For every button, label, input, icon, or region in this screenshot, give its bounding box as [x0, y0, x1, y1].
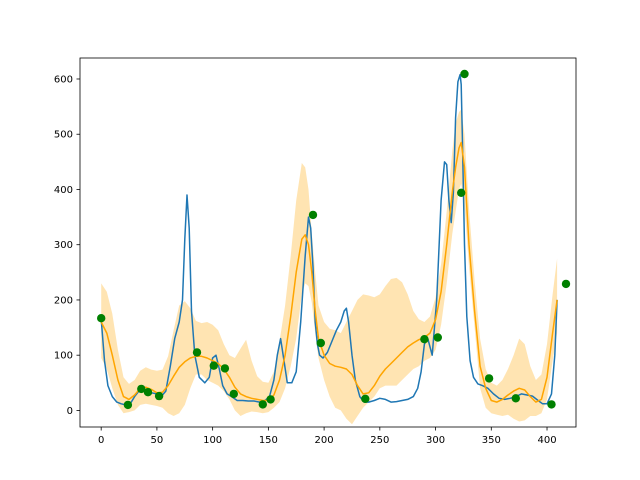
x-tick-label: 250	[370, 435, 389, 446]
data-point	[457, 188, 466, 197]
data-point	[460, 69, 469, 79]
x-tick-label: 200	[315, 435, 334, 446]
data-point	[433, 333, 442, 342]
x-tick-label: 100	[203, 435, 222, 446]
data-point	[220, 364, 230, 373]
data-point	[154, 391, 164, 401]
series-line-1	[100, 141, 558, 403]
data-point	[123, 400, 133, 410]
data-point	[484, 374, 494, 383]
y-tick-label: 300	[54, 240, 73, 251]
data-point	[547, 400, 556, 409]
x-tick-label: 0	[98, 435, 104, 446]
series-line-0	[100, 73, 558, 406]
y-tick-label: 400	[54, 185, 73, 196]
data-point	[308, 210, 318, 220]
y-tick-label: 600	[54, 74, 73, 85]
data-point	[192, 348, 202, 357]
plot-area	[97, 69, 571, 425]
x-tick-label: 150	[259, 435, 278, 446]
y-tick-label: 500	[54, 130, 73, 141]
data-point	[229, 389, 238, 399]
data-point	[316, 338, 325, 348]
data-point	[511, 394, 520, 403]
data-point	[143, 388, 153, 397]
data-point	[420, 335, 429, 344]
x-tick-label: 50	[151, 435, 164, 446]
data-point	[266, 395, 275, 404]
y-tick-label: 100	[54, 351, 73, 362]
confidence-band	[101, 109, 558, 425]
x-tick-label: 300	[426, 435, 445, 446]
y-tick-label: 0	[67, 406, 73, 417]
y-tick-label: 200	[54, 295, 73, 306]
data-point	[258, 400, 267, 409]
data-point	[561, 279, 571, 289]
x-tick-label: 350	[482, 435, 501, 446]
data-point	[137, 384, 146, 394]
x-tick-label: 400	[537, 435, 556, 446]
data-point	[209, 361, 218, 370]
data-point	[97, 314, 106, 323]
axes: 0 50 100 150 200 250 300 350 400 0 100 200 300 400 500…	[54, 57, 577, 446]
data-point	[361, 394, 370, 403]
plot-frame	[79, 57, 577, 428]
